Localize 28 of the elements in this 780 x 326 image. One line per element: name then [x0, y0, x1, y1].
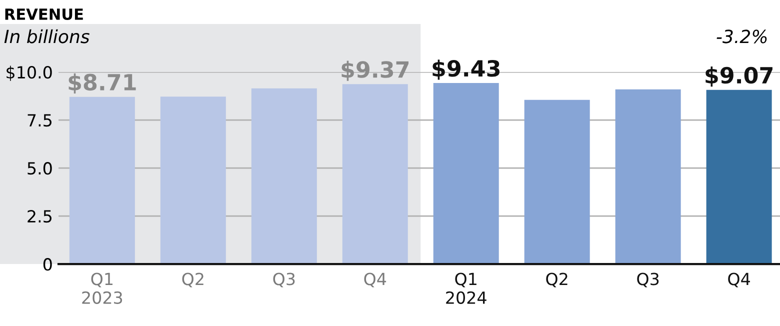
x-tick-label: Q2 — [182, 272, 204, 288]
bar — [251, 88, 317, 264]
chart-subtitle: In billions — [4, 29, 90, 44]
bar — [615, 89, 681, 264]
x-tick-label: Q3 — [637, 272, 659, 288]
y-tick-label: 5.0 — [28, 162, 52, 175]
bar — [433, 82, 499, 264]
data-label: $9.43 — [432, 60, 500, 80]
chart-title: REVENUE — [5, 8, 83, 20]
x-tick-label: Q1 2024 — [446, 272, 486, 304]
x-tick-label: Q1 2023 — [82, 272, 122, 304]
bar — [524, 100, 590, 264]
y-tick-label: 0 — [43, 258, 52, 271]
bar — [160, 96, 226, 264]
y-tick-label: $10.0 — [6, 66, 52, 81]
data-label: $9.07 — [706, 66, 772, 87]
bar — [706, 90, 772, 264]
y-tick-label: 2.5 — [28, 210, 52, 223]
x-tick-label: Q4 — [364, 272, 386, 288]
bar — [342, 84, 408, 264]
x-tick-label: Q2 — [546, 272, 568, 288]
x-tick-label: Q4 — [728, 272, 750, 288]
bar — [69, 96, 135, 264]
y-tick-label: 7.5 — [28, 114, 52, 127]
text: -3.2% — [716, 30, 767, 44]
x-tick-label: Q3 — [273, 272, 295, 288]
data-label: $9.37 — [342, 60, 408, 81]
data-label: $8.71 — [68, 73, 136, 94]
